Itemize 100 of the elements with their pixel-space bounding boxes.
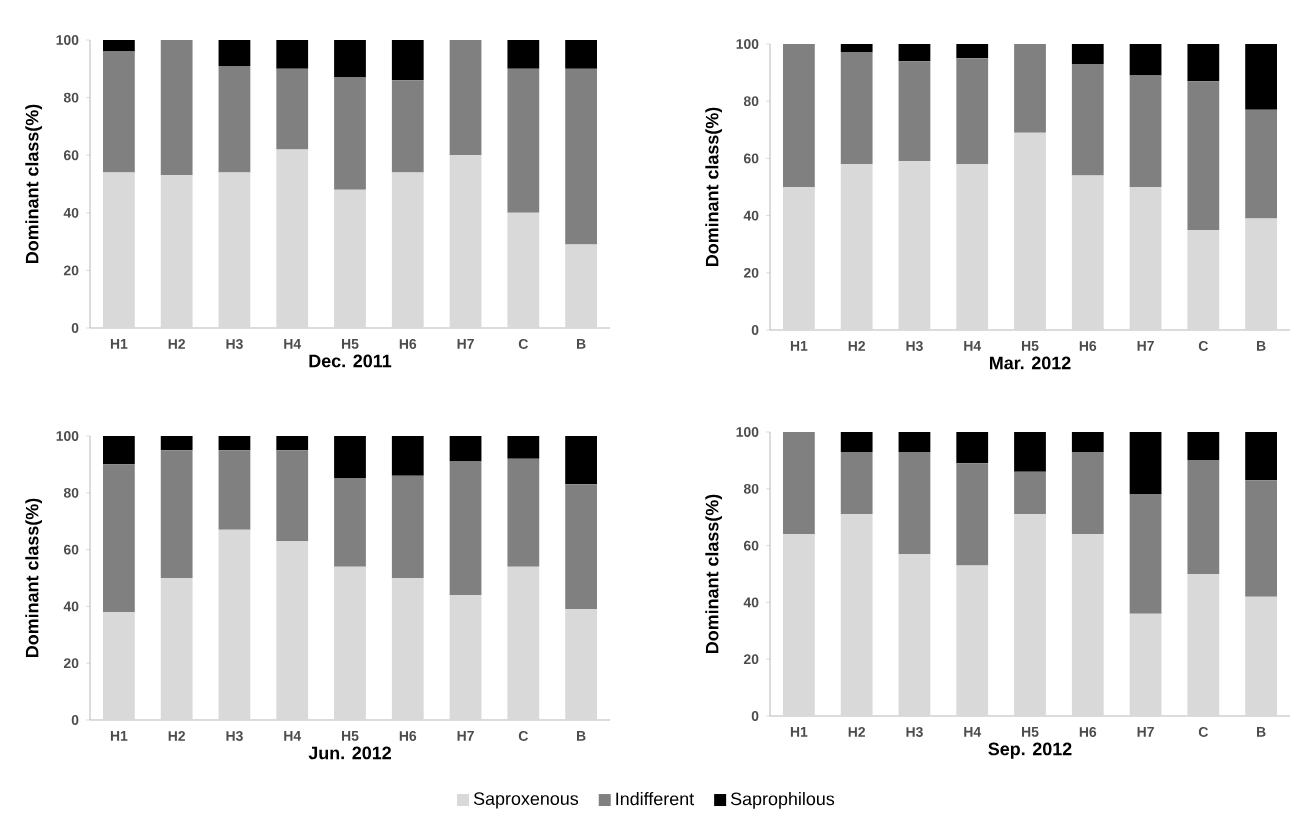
bar bbox=[956, 43, 989, 59]
bar bbox=[160, 40, 193, 176]
bar bbox=[103, 172, 135, 328]
bar bbox=[1187, 229, 1220, 330]
bar bbox=[507, 435, 540, 459]
bar bbox=[840, 52, 873, 165]
bar bbox=[276, 541, 309, 720]
bar bbox=[1014, 132, 1046, 330]
bar bbox=[391, 578, 424, 720]
bar bbox=[1071, 451, 1104, 535]
bar bbox=[1187, 574, 1220, 716]
bar bbox=[898, 431, 931, 452]
bar bbox=[160, 435, 193, 451]
bar bbox=[565, 68, 597, 245]
bar bbox=[160, 578, 193, 720]
bar bbox=[334, 478, 366, 567]
bar bbox=[1071, 43, 1104, 65]
bar bbox=[1129, 75, 1162, 187]
bar bbox=[783, 186, 815, 330]
bar bbox=[391, 80, 424, 173]
bar bbox=[1187, 460, 1220, 574]
bar bbox=[334, 40, 366, 78]
bar bbox=[1245, 596, 1277, 716]
bar bbox=[956, 565, 989, 716]
x-axis-title: Jun. 2012 bbox=[308, 746, 391, 760]
bar bbox=[1187, 431, 1220, 461]
bar bbox=[334, 189, 366, 328]
bar bbox=[565, 609, 597, 720]
bar bbox=[1245, 109, 1277, 219]
bar bbox=[898, 451, 931, 555]
bar bbox=[898, 61, 931, 162]
bar bbox=[391, 475, 424, 578]
bar bbox=[1071, 431, 1104, 452]
bar bbox=[783, 534, 815, 716]
bar bbox=[840, 451, 873, 515]
legend-label: Indifferent bbox=[616, 792, 695, 806]
bar bbox=[103, 435, 135, 465]
bar bbox=[160, 175, 193, 328]
bar bbox=[507, 212, 540, 328]
bar bbox=[565, 484, 597, 610]
bar bbox=[276, 68, 309, 150]
bar bbox=[1071, 534, 1104, 716]
legend-label: Saprophilous bbox=[730, 792, 835, 809]
bar bbox=[507, 458, 540, 567]
bar bbox=[956, 463, 989, 566]
y-axis-title: Dominant class(%) bbox=[705, 107, 723, 267]
bar bbox=[565, 244, 597, 328]
bar bbox=[334, 566, 366, 720]
bar bbox=[840, 514, 873, 716]
bar bbox=[783, 431, 815, 535]
bar bbox=[1245, 480, 1277, 597]
bar bbox=[103, 464, 135, 613]
bar bbox=[1071, 64, 1104, 176]
bar bbox=[1129, 494, 1162, 614]
bar bbox=[334, 435, 366, 479]
bar bbox=[1129, 613, 1162, 716]
x-axis-title: Sep. 2012 bbox=[988, 742, 1072, 759]
bar bbox=[218, 450, 251, 530]
bar bbox=[276, 149, 309, 328]
bar bbox=[1245, 43, 1277, 110]
legend-label: Saproxenous bbox=[473, 792, 579, 809]
bar bbox=[391, 40, 424, 81]
bar bbox=[276, 450, 309, 542]
bar bbox=[449, 155, 482, 328]
bar bbox=[1245, 431, 1277, 481]
bar bbox=[840, 43, 873, 53]
bar bbox=[1014, 43, 1046, 133]
bar bbox=[956, 58, 989, 165]
bar bbox=[840, 431, 873, 452]
bar bbox=[898, 554, 931, 716]
bar bbox=[956, 431, 989, 464]
bar bbox=[840, 164, 873, 330]
y-axis-title: Dominant class(%) bbox=[25, 104, 42, 264]
bar bbox=[218, 65, 251, 173]
bar bbox=[783, 43, 815, 187]
bar bbox=[565, 40, 597, 69]
bar bbox=[449, 40, 482, 156]
bar bbox=[276, 435, 309, 451]
bar bbox=[218, 435, 251, 451]
bar bbox=[1014, 431, 1046, 472]
bar bbox=[276, 40, 309, 69]
bar bbox=[1014, 471, 1046, 515]
bar bbox=[160, 450, 193, 578]
bar bbox=[103, 40, 135, 52]
bar bbox=[391, 435, 424, 476]
bar bbox=[449, 461, 482, 596]
bar bbox=[103, 612, 135, 720]
bar bbox=[1245, 218, 1277, 330]
bar bbox=[218, 172, 251, 328]
bar bbox=[449, 435, 482, 462]
bar bbox=[898, 161, 931, 330]
y-axis-title: Dominant class(%) bbox=[705, 494, 723, 654]
bar bbox=[218, 40, 251, 66]
bar bbox=[1071, 175, 1104, 330]
bar bbox=[103, 51, 135, 173]
bar bbox=[1129, 431, 1162, 495]
bar bbox=[507, 566, 540, 720]
bar bbox=[1129, 43, 1162, 76]
bar bbox=[1129, 186, 1162, 330]
bar bbox=[391, 172, 424, 328]
